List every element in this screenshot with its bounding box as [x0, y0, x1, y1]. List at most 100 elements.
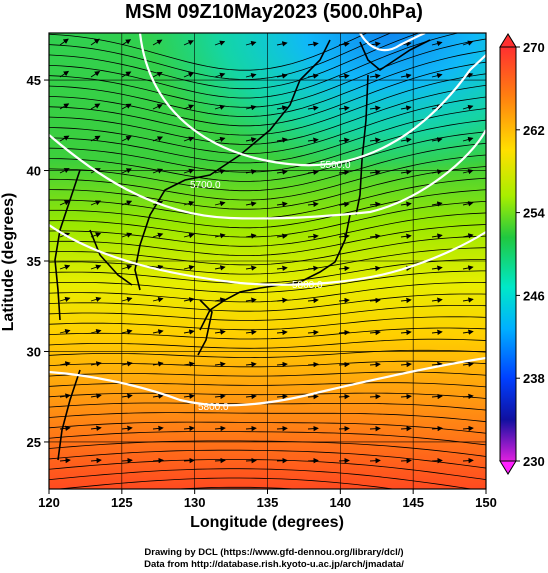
- y-tick-label: 25: [27, 435, 41, 450]
- geopotential-contours: [49, 33, 486, 407]
- wind-vector: [462, 201, 474, 207]
- streamline: [49, 304, 486, 321]
- streamline: [49, 84, 486, 145]
- colorbar-label: 230: [523, 454, 545, 469]
- wind-vector: [152, 71, 163, 78]
- credit-drawing: Drawing by DCL (https://www.gfd-dennou.o…: [144, 547, 404, 558]
- streamline: [49, 392, 486, 399]
- streamline: [49, 293, 486, 312]
- y-tick-label: 35: [27, 254, 41, 269]
- wind-vector: [431, 393, 443, 400]
- colorbar-lower-triangle: [499, 460, 517, 475]
- wind-vector: [369, 265, 381, 272]
- plot-area: 5500.0 5700.0 5800.0 5800.0: [49, 33, 486, 489]
- x-tick-label: 120: [38, 495, 60, 510]
- wind-vector: [245, 233, 257, 239]
- streamline: [49, 360, 486, 368]
- streamline: [49, 38, 486, 108]
- wind-vector: [307, 233, 319, 240]
- wind-vector: [307, 201, 319, 208]
- wind-vector: [245, 329, 257, 335]
- wind-vector: [90, 425, 102, 431]
- wind-vector: [431, 137, 443, 143]
- wind-vector: [369, 425, 381, 432]
- wind-vector: [462, 136, 474, 143]
- streamline: [49, 440, 486, 457]
- streamline: [49, 96, 486, 154]
- wind-vector: [59, 393, 71, 399]
- wind-vector: [152, 136, 164, 142]
- x-tick-label: 140: [329, 495, 351, 510]
- contour-label-5700: 5700.0: [190, 180, 221, 191]
- streamline: [49, 468, 474, 489]
- contour-5700: [49, 129, 486, 220]
- wind-vector: [121, 457, 133, 464]
- wind-vector: [338, 73, 350, 79]
- wind-vector: [400, 169, 412, 175]
- wind-vector: [121, 136, 132, 142]
- wind-vector: [90, 457, 102, 464]
- streamline: [49, 371, 486, 377]
- wind-vector: [183, 457, 195, 464]
- x-tick-label: 150: [475, 495, 497, 510]
- wind-vector: [245, 393, 257, 400]
- x-axis-ticks: 120 125 130 135 140 145 150: [38, 489, 497, 510]
- wind-vector: [307, 137, 319, 143]
- wind-vector: [369, 201, 381, 208]
- streamline: [49, 316, 486, 331]
- wind-vector: [431, 40, 443, 47]
- wind-vector: [183, 232, 195, 239]
- wind-vector: [183, 104, 195, 110]
- wind-vector: [59, 135, 70, 142]
- wind-vector: [338, 329, 350, 336]
- wind-vector: [307, 73, 319, 79]
- wind-vector: [245, 40, 257, 47]
- wind-vector: [121, 264, 133, 270]
- wind-vector: [400, 297, 412, 304]
- streamline: [49, 431, 486, 446]
- contour-label-5500: 5500.0: [320, 160, 351, 171]
- wind-vector: [307, 169, 319, 175]
- streamline: [49, 327, 486, 340]
- y-axis-title: Latitude (degrees): [0, 193, 17, 332]
- credit-data-source: Data from http://database.rish.kyoto-u.a…: [144, 559, 404, 570]
- wind-vector: [214, 393, 226, 400]
- y-axis-ticks: 45 40 35 30 25: [27, 73, 49, 450]
- wind-vector: [431, 169, 443, 175]
- wind-vector: [214, 233, 226, 239]
- wind-vector: [152, 232, 164, 238]
- wind-streamlines: [49, 33, 486, 489]
- wind-vector: [183, 393, 195, 399]
- wind-vector: [183, 329, 195, 335]
- wind-vector: [338, 201, 350, 208]
- x-axis-title: Longitude (degrees): [190, 514, 344, 531]
- streamline: [49, 33, 420, 90]
- wind-vector: [369, 393, 381, 400]
- wind-vector: [462, 297, 474, 303]
- wind-vector: [400, 361, 412, 368]
- wind-vector: [214, 168, 226, 175]
- streamline: [49, 33, 392, 80]
- wind-vector: [214, 104, 226, 110]
- x-tick-label: 130: [184, 495, 206, 510]
- streamline: [49, 412, 486, 423]
- wind-vector: [214, 265, 226, 271]
- wind-vector: [59, 361, 71, 367]
- wind-vector: [121, 393, 133, 399]
- colorbar-ticks: 270 262 254 246 238 230: [516, 40, 545, 469]
- wind-vector: [400, 329, 412, 336]
- wind-vector: [121, 329, 133, 335]
- wind-vector: [245, 73, 257, 79]
- y-tick-label: 45: [27, 73, 41, 88]
- streamline: [49, 338, 486, 349]
- wind-vector: [400, 73, 412, 79]
- wind-vector: [90, 329, 102, 335]
- streamline: [49, 189, 486, 229]
- wind-vector: [338, 297, 350, 304]
- wind-vector: [276, 457, 288, 464]
- x-tick-label: 145: [402, 495, 424, 510]
- streamline: [49, 166, 486, 210]
- wind-vector: [462, 329, 474, 335]
- colorbar-gradient: [499, 46, 517, 462]
